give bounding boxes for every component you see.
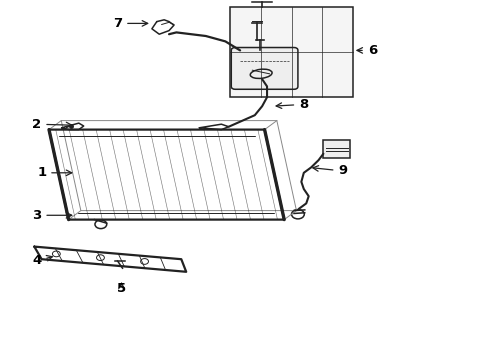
Bar	[323, 140, 350, 158]
Text: 1: 1	[37, 166, 72, 179]
Text: 2: 2	[32, 118, 72, 131]
Text: 7: 7	[113, 17, 147, 30]
Text: 3: 3	[32, 209, 72, 222]
FancyBboxPatch shape	[231, 48, 298, 89]
Text: 4: 4	[32, 255, 52, 267]
Text: 6: 6	[357, 44, 377, 57]
Text: 9: 9	[313, 165, 347, 177]
Ellipse shape	[250, 69, 272, 78]
Bar	[230, 7, 353, 97]
Text: 5: 5	[117, 282, 126, 294]
Text: 8: 8	[276, 98, 308, 111]
